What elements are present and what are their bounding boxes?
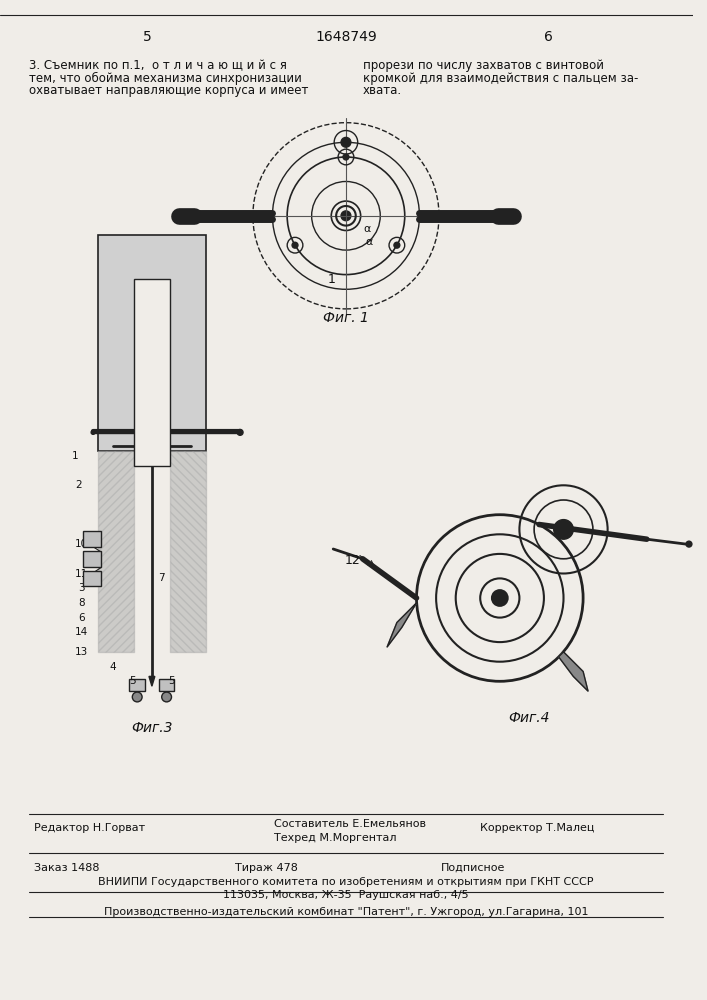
Text: 7: 7 (158, 573, 165, 583)
Circle shape (292, 242, 298, 248)
Text: 6: 6 (544, 30, 554, 44)
Circle shape (554, 520, 573, 539)
Polygon shape (149, 676, 155, 686)
Circle shape (394, 242, 400, 248)
Bar (83, 551, 101, 567)
Text: α: α (366, 237, 373, 247)
Text: Фиг.4: Фиг.4 (508, 711, 550, 725)
Circle shape (492, 590, 508, 606)
Circle shape (162, 692, 172, 702)
Circle shape (341, 211, 351, 221)
Text: 11: 11 (75, 569, 88, 579)
Text: 113035, Москва, Ж-35  Раушская наб., 4/5: 113035, Москва, Ж-35 Раушская наб., 4/5 (223, 890, 469, 900)
Text: 5: 5 (168, 676, 175, 686)
Text: 6: 6 (78, 613, 85, 623)
Text: ВНИИПИ Государственного комитета по изобретениям и открытиям при ГКНТ СССР: ВНИИПИ Государственного комитета по изоб… (98, 877, 594, 887)
Text: 1648749: 1648749 (315, 30, 377, 44)
Text: 1: 1 (72, 451, 78, 461)
Text: 12: 12 (345, 554, 361, 567)
Text: тем, что обойма механизма синхронизации: тем, что обойма механизма синхронизации (30, 72, 303, 85)
Bar (159, 679, 175, 691)
Text: 4: 4 (110, 662, 116, 672)
Text: 10: 10 (75, 539, 88, 549)
Polygon shape (559, 652, 588, 691)
Text: Корректор Т.Малец: Корректор Т.Малец (480, 823, 595, 833)
Text: 2: 2 (75, 480, 82, 490)
Text: α: α (363, 224, 371, 234)
Circle shape (686, 541, 692, 547)
Text: 14: 14 (75, 627, 88, 637)
Text: хвата.: хвата. (363, 84, 402, 97)
Text: 1: 1 (327, 273, 335, 286)
Text: 13: 13 (75, 647, 88, 657)
Text: кромкой для взаимодействия с пальцем за-: кромкой для взаимодействия с пальцем за- (363, 72, 638, 85)
Bar (98, 235, 206, 451)
Text: прорези по числу захватов с винтовой: прорези по числу захватов с винтовой (363, 59, 604, 72)
Text: 5: 5 (129, 676, 136, 686)
Text: Подписное: Подписное (441, 863, 506, 873)
Text: Редактор Н.Горват: Редактор Н.Горват (35, 823, 146, 833)
Circle shape (132, 692, 142, 702)
Circle shape (341, 137, 351, 147)
Text: Техред М.Моргентал: Техред М.Моргентал (274, 833, 397, 843)
Text: 3. Съемник по п.1,  о т л и ч а ю щ и й с я: 3. Съемник по п.1, о т л и ч а ю щ и й с… (30, 59, 287, 72)
Bar (83, 571, 101, 586)
Text: Фиг. 1: Фиг. 1 (323, 311, 369, 325)
Text: Заказ 1488: Заказ 1488 (35, 863, 100, 873)
Circle shape (91, 430, 95, 434)
Circle shape (343, 154, 349, 160)
Text: 3: 3 (78, 583, 85, 593)
Bar (83, 531, 101, 547)
Bar (129, 679, 145, 691)
Text: Тираж 478: Тираж 478 (235, 863, 298, 873)
Text: охватывает направляющие корпуса и имеет: охватывает направляющие корпуса и имеет (30, 84, 309, 97)
Text: Фиг.3: Фиг.3 (132, 721, 173, 735)
Circle shape (237, 429, 243, 435)
Text: 5: 5 (143, 30, 151, 44)
Polygon shape (387, 603, 416, 647)
Text: 8: 8 (78, 598, 85, 608)
Text: Производственно-издательский комбинат "Патент", г. Ужгород, ул.Гагарина, 101: Производственно-издательский комбинат "П… (104, 907, 588, 917)
Text: Составитель Е.Емельянов: Составитель Е.Емельянов (274, 819, 426, 829)
Bar (134, 279, 170, 466)
